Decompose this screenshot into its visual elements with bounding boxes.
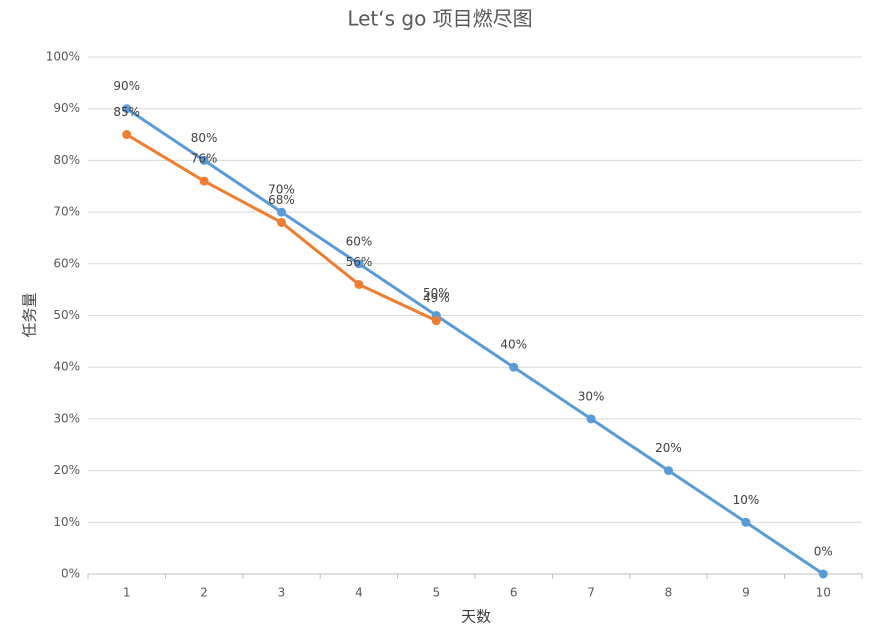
data-point (277, 217, 286, 227)
data-point (664, 466, 673, 476)
data-label: 50% (423, 286, 450, 300)
data-point (354, 279, 364, 289)
y-axis-label: 任务量 (21, 292, 39, 337)
data-label: 20% (655, 441, 682, 455)
y-tick-label: 100% (46, 50, 80, 64)
y-tick-label: 90% (53, 101, 80, 115)
x-tick-label: 8 (665, 586, 673, 600)
data-point (277, 207, 286, 217)
data-label: 10% (733, 493, 760, 507)
data-label: 49% (423, 291, 450, 305)
x-tick-label: 7 (587, 586, 595, 600)
x-tick-label: 1 (123, 586, 131, 600)
data-point (431, 316, 441, 326)
data-label: 0% (814, 545, 833, 559)
y-tick-label: 70% (53, 205, 80, 219)
data-label: 60% (346, 234, 373, 248)
data-label: 56% (346, 255, 373, 269)
data-label: 80% (191, 131, 218, 145)
data-point (199, 176, 209, 186)
x-tick-label: 3 (278, 586, 286, 600)
y-tick-label: 50% (53, 308, 80, 322)
y-tick-label: 0% (61, 567, 80, 581)
data-label: 76% (191, 152, 218, 166)
x-axis-label: 天数 (461, 608, 491, 626)
y-tick-label: 10% (53, 515, 80, 529)
data-label: 40% (500, 338, 527, 352)
x-tick-label: 10 (816, 586, 831, 600)
data-label: 30% (578, 389, 605, 403)
data-point (509, 362, 519, 372)
chart-title: Let‘s go 项目燃尽图 (347, 7, 532, 31)
y-tick-label: 40% (53, 360, 80, 374)
data-point (741, 517, 751, 527)
data-point (586, 414, 596, 424)
x-tick-label: 9 (742, 586, 750, 600)
y-tick-label: 20% (53, 463, 80, 477)
series-line (125, 107, 825, 576)
data-point (354, 259, 364, 269)
x-tick-label: 4 (355, 586, 363, 600)
x-tick-label: 2 (200, 586, 208, 600)
data-point (818, 569, 828, 579)
y-tick-label: 60% (53, 256, 80, 270)
data-label: 85% (113, 105, 140, 119)
data-point (122, 130, 132, 140)
data-label: 68% (268, 193, 295, 207)
data-label: 90% (113, 79, 140, 93)
data-point (199, 155, 209, 165)
x-tick-label: 5 (432, 586, 440, 600)
data-label: 70% (268, 183, 295, 197)
data-point (122, 104, 132, 114)
y-tick-label: 30% (53, 411, 80, 425)
y-tick-label: 80% (53, 153, 80, 167)
x-tick-label: 6 (510, 586, 518, 600)
